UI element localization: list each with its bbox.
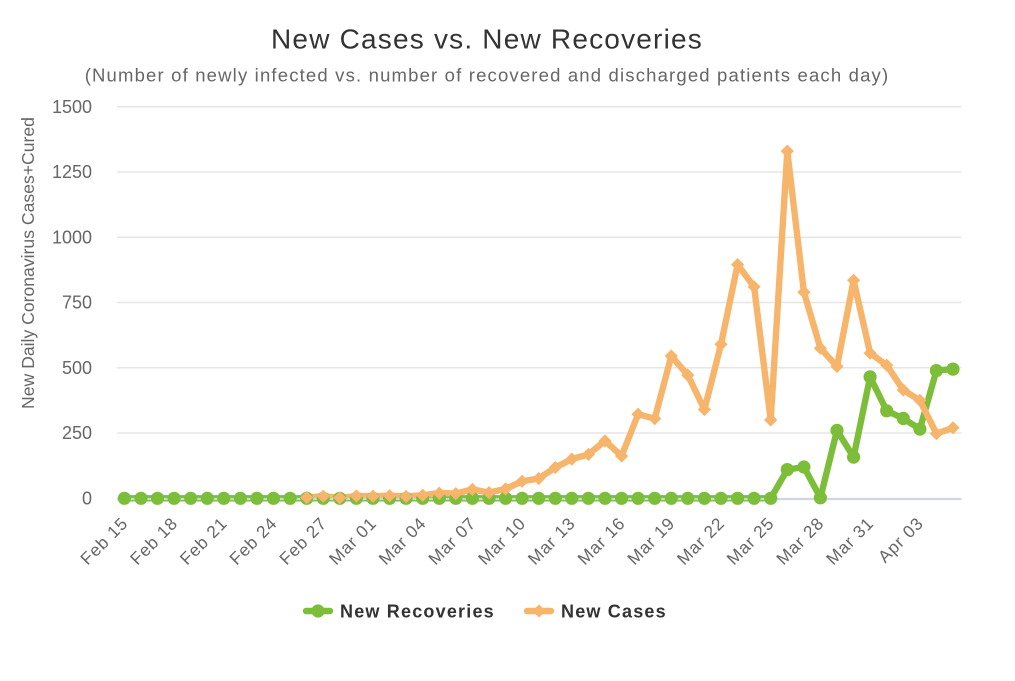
svg-text:750: 750 — [62, 293, 92, 313]
svg-text:(Number of newly infected vs.: (Number of newly infected vs. number of … — [85, 65, 890, 86]
svg-text:1000: 1000 — [52, 227, 92, 247]
svg-text:New Cases: New Cases — [561, 602, 667, 622]
svg-text:1250: 1250 — [52, 162, 92, 182]
svg-text:New Cases vs. New Recoveries: New Cases vs. New Recoveries — [271, 24, 703, 55]
svg-text:New Daily Coronavirus Cases+Cu: New Daily Coronavirus Cases+Cured — [18, 117, 38, 409]
svg-text:250: 250 — [62, 423, 92, 443]
svg-text:500: 500 — [62, 358, 92, 378]
svg-text:0: 0 — [82, 489, 92, 509]
svg-text:1500: 1500 — [52, 97, 92, 117]
svg-text:New Recoveries: New Recoveries — [340, 602, 495, 622]
